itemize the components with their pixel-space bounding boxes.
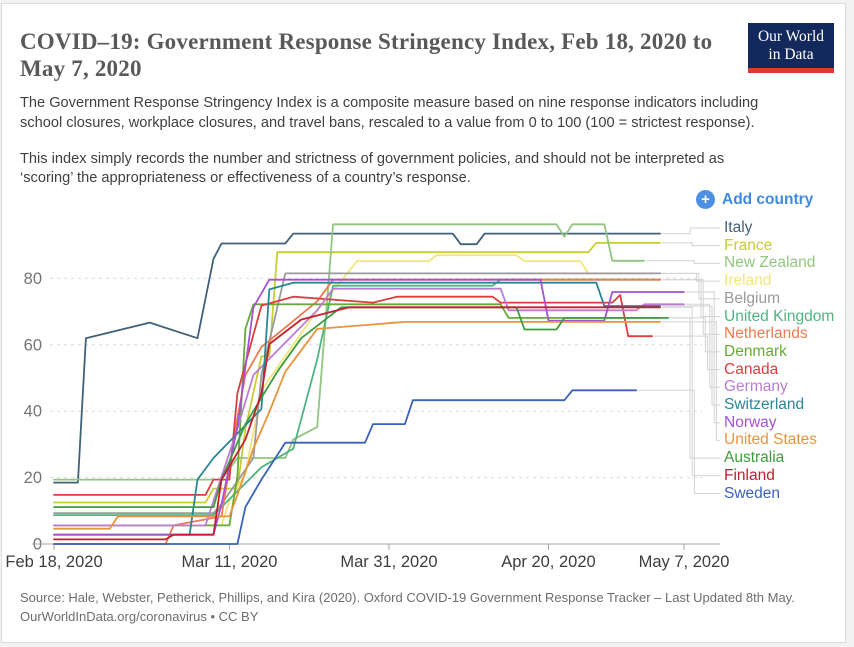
svg-text:60: 60 <box>24 336 42 354</box>
legend-item-sweden[interactable]: Sweden <box>724 484 781 502</box>
legend-item-united-states[interactable]: United States <box>724 431 818 449</box>
legend-item-ireland[interactable]: Ireland <box>724 272 772 290</box>
line-sweden[interactable] <box>53 389 638 545</box>
page-title: COVID–19: Government Response Stringency… <box>20 29 713 81</box>
svg-text:20: 20 <box>24 469 42 487</box>
line-france[interactable] <box>53 242 661 504</box>
chart-area: 0 20 40 60 80 Feb 18, 2020 Mar 11, 2020 Mar 31,… <box>2 185 846 575</box>
legend-item-new-zealand[interactable]: New Zealand <box>724 254 816 272</box>
line-italy[interactable] <box>53 232 661 484</box>
svg-text:Apr 20, 2020: Apr 20, 2020 <box>501 553 596 571</box>
line-new-zealand[interactable] <box>53 223 645 481</box>
svg-text:40: 40 <box>24 403 42 421</box>
legend-item-france[interactable]: France <box>724 236 773 254</box>
chart-description-2: This index simply records the number and… <box>20 150 725 187</box>
legend-item-italy[interactable]: Italy <box>724 219 753 236</box>
legend-item-norway[interactable]: Norway <box>724 413 777 431</box>
legend-item-switzerland[interactable]: Switzerland <box>724 396 805 413</box>
svg-text:Feb 18, 2020: Feb 18, 2020 <box>5 553 102 571</box>
chart-description-1: The Government Response Stringency Index… <box>20 95 759 131</box>
footer-link[interactable]: OurWorldInData.org/coronavirus • CC BY <box>20 608 259 624</box>
line-netherlands[interactable] <box>53 278 661 545</box>
line-ireland[interactable] <box>53 254 630 527</box>
legend-item-australia[interactable]: Australia <box>724 449 785 467</box>
line-norway[interactable] <box>53 278 685 536</box>
line-canada[interactable] <box>53 294 653 496</box>
legend-item-canada[interactable]: Canada <box>724 360 779 378</box>
svg-text:80: 80 <box>24 270 42 288</box>
line-denmark[interactable] <box>53 303 661 527</box>
svg-text:Mar 11, 2020: Mar 11, 2020 <box>181 553 277 571</box>
line-germany[interactable] <box>53 287 685 527</box>
plus-icon: + <box>696 190 715 209</box>
owid-chart-card: COVID–19: Government Response Stringency… <box>1 3 846 643</box>
owid-logo-line2: in Data <box>768 46 814 63</box>
add-country-label: Add country <box>722 190 814 208</box>
legend-item-germany[interactable]: Germany <box>724 378 788 396</box>
legend-item-finland[interactable]: Finland <box>724 466 775 484</box>
legend-item-belgium[interactable]: Belgium <box>724 289 780 307</box>
svg-text:May 7, 2020: May 7, 2020 <box>639 553 730 571</box>
chart-footer: Source: Hale, Webster, Petherick, Philli… <box>20 589 805 625</box>
owid-logo-line1: Our World <box>757 28 825 45</box>
add-country-button[interactable]: + Add country <box>696 190 813 209</box>
owid-logo[interactable]: Our World in Data <box>748 23 834 73</box>
line-united-states[interactable] <box>53 321 661 530</box>
chart-header: COVID–19: Government Response Stringency… <box>2 4 845 205</box>
legend-item-netherlands[interactable]: Netherlands <box>724 325 808 343</box>
svg-text:Mar 31, 2020: Mar 31, 2020 <box>340 553 437 571</box>
legend-item-denmark[interactable]: Denmark <box>724 342 787 360</box>
source-note: Source: Hale, Webster, Petherick, Philli… <box>20 590 795 605</box>
line-belgium[interactable] <box>53 272 661 514</box>
line-finland[interactable] <box>53 306 661 541</box>
legend-item-united-kingdom[interactable]: United Kingdom <box>724 307 835 325</box>
